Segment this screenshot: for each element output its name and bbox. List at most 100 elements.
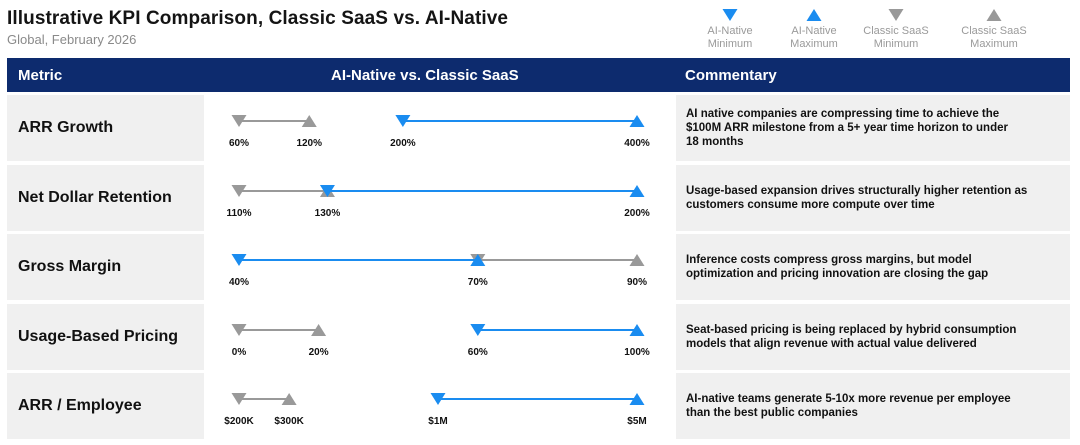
commentary-line: than the best public companies bbox=[686, 407, 858, 419]
classic-max-value-label: 90% bbox=[627, 277, 647, 288]
legend-label-line: Minimum bbox=[873, 38, 919, 50]
ai-min-value-label: $1M bbox=[428, 416, 447, 427]
row-range-chart: 60% 120% 200% 400% bbox=[205, 95, 672, 161]
classic-max-value-label: 120% bbox=[296, 138, 322, 149]
legend-item: Classic SaaS Maximum bbox=[949, 8, 1039, 51]
legend-item: AI-Native Minimum bbox=[685, 8, 775, 51]
legend-label-line: Classic SaaS bbox=[961, 25, 1027, 37]
classic-min-marker bbox=[231, 323, 247, 336]
classic-max-marker bbox=[629, 254, 645, 266]
row-metric-label: Net Dollar Retention bbox=[7, 164, 204, 231]
ai-max-value-label: 200% bbox=[624, 208, 650, 219]
legend-marker-icon bbox=[888, 9, 904, 21]
range-chart-svg: 0% 20% 60% 100% bbox=[231, 323, 650, 358]
down-triangle-icon bbox=[888, 9, 904, 21]
row-metric-label: ARR Growth bbox=[7, 95, 204, 161]
row-range-chart: 0% 20% 60% 100% bbox=[205, 304, 672, 370]
up-triangle-icon bbox=[986, 9, 1002, 21]
legend-label: Classic SaaS Maximum bbox=[949, 25, 1039, 51]
legend-marker-icon bbox=[986, 9, 1002, 21]
legend-label: AI-Native Maximum bbox=[769, 25, 859, 51]
ai-min-value-label: 130% bbox=[315, 208, 341, 219]
classic-min-marker bbox=[231, 393, 247, 405]
row-range-chart: 110% 130% 200% bbox=[205, 165, 672, 231]
commentary-line: optimization and pricing innovation are … bbox=[686, 268, 989, 280]
ai-max-marker bbox=[629, 184, 645, 197]
row-metric-label: ARR / Employee bbox=[7, 373, 204, 439]
kpi-row: Net Dollar Retention 110% 130% 200% Usage-ba… bbox=[7, 164, 1070, 231]
legend-label: Classic SaaS Minimum bbox=[851, 25, 941, 51]
classic-min-value-label: $200K bbox=[224, 416, 254, 427]
row-commentary: Seat-based pricing is being replaced by … bbox=[676, 303, 1070, 370]
legend-label-line: AI-Native bbox=[707, 25, 753, 37]
commentary-line: Seat-based pricing is being replaced by … bbox=[686, 323, 1017, 336]
commentary-line: 18 months bbox=[686, 136, 744, 148]
commentary-line: $100M ARR milestone from a 5+ year time … bbox=[686, 122, 1008, 134]
classic-min-marker bbox=[231, 184, 247, 197]
legend-label-line: AI-Native bbox=[791, 25, 837, 37]
classic-max-value-label: 20% bbox=[309, 347, 329, 358]
ai-min-marker bbox=[319, 184, 335, 197]
chart-subtitle: Global, February 2026 bbox=[7, 32, 137, 47]
range-chart-svg: 110% 130% 200% bbox=[226, 184, 650, 219]
legend-item: AI-Native Maximum bbox=[769, 8, 859, 51]
ai-max-marker bbox=[470, 254, 486, 266]
ai-min-marker bbox=[395, 115, 411, 127]
ai-max-value-label: 100% bbox=[624, 347, 650, 358]
kpi-row: ARR Growth 60% 120% 200% 400% AI native compa… bbox=[7, 95, 1070, 161]
row-commentary: AI-native teams generate 5-10x more reve… bbox=[676, 373, 1070, 439]
ai-min-marker bbox=[231, 254, 247, 266]
row-metric-label: Usage-Based Pricing bbox=[7, 303, 204, 370]
row-metric-label: Gross Margin bbox=[7, 234, 204, 300]
kpi-row: Gross Margin 70% 90% 40% Inference costs com… bbox=[7, 234, 1070, 300]
legend-label-line: Maximum bbox=[970, 38, 1018, 50]
row-commentary: AI native companies are compressing time… bbox=[676, 95, 1070, 161]
ai-min-marker bbox=[470, 323, 486, 336]
commentary-line: AI native companies are compressing time… bbox=[686, 108, 1000, 120]
commentary-line: AI-native teams generate 5-10x more reve… bbox=[686, 393, 1011, 405]
commentary-line: customers consume more compute over time bbox=[686, 198, 935, 211]
ai-max-value-label: 400% bbox=[624, 138, 650, 149]
classic-min-value-label: 70% bbox=[468, 277, 488, 288]
kpi-row: Usage-Based Pricing 0% 20% 60% 100% Seat-base… bbox=[7, 303, 1070, 370]
row-commentary: Inference costs compress gross margins, … bbox=[676, 234, 1070, 300]
down-triangle-icon bbox=[722, 9, 738, 21]
legend-label-line: Maximum bbox=[790, 38, 838, 50]
row-range-chart: $200K $300K $1M $5M bbox=[205, 373, 672, 439]
legend-label-line: Classic SaaS bbox=[863, 25, 929, 37]
classic-max-marker bbox=[301, 115, 317, 127]
ai-max-marker bbox=[629, 115, 645, 127]
header-commentary: Commentary bbox=[685, 67, 777, 84]
legend-marker-icon bbox=[722, 9, 738, 21]
classic-max-marker bbox=[311, 323, 327, 336]
range-chart-svg: 70% 90% 40% bbox=[229, 254, 647, 288]
kpi-row: ARR / Employee $200K $300K $1M $5M AI-native … bbox=[7, 373, 1070, 439]
ai-max-value-label: $5M bbox=[627, 416, 646, 427]
row-range-chart: 70% 90% 40% bbox=[205, 234, 672, 300]
ai-min-value-label: 40% bbox=[229, 277, 249, 288]
classic-max-value-label: $300K bbox=[274, 416, 304, 427]
classic-min-value-label: 0% bbox=[232, 347, 247, 358]
row-commentary: Usage-based expansion drives structurall… bbox=[676, 164, 1070, 231]
classic-min-value-label: 60% bbox=[229, 138, 249, 149]
table-header: Metric AI-Native vs. Classic SaaS Commen… bbox=[7, 58, 1070, 92]
up-triangle-icon bbox=[806, 9, 822, 21]
chart-title: Illustrative KPI Comparison, Classic Saa… bbox=[7, 8, 509, 29]
classic-min-marker bbox=[231, 115, 247, 127]
classic-min-value-label: 110% bbox=[226, 208, 251, 219]
ai-min-value-label: 60% bbox=[468, 347, 488, 358]
range-chart-svg: $200K $300K $1M $5M bbox=[224, 393, 647, 427]
ai-min-value-label: 200% bbox=[390, 138, 416, 149]
legend-item: Classic SaaS Minimum bbox=[851, 8, 941, 51]
legend-label: AI-Native Minimum bbox=[685, 25, 775, 51]
ai-min-marker bbox=[430, 393, 446, 405]
commentary-line: Inference costs compress gross margins, … bbox=[686, 254, 972, 266]
legend-marker-icon bbox=[806, 9, 822, 21]
range-chart-svg: 60% 120% 200% 400% bbox=[229, 115, 650, 149]
ai-max-marker bbox=[629, 323, 645, 336]
ai-max-marker bbox=[629, 393, 645, 405]
legend-label-line: Minimum bbox=[707, 38, 753, 50]
header-metric: Metric bbox=[18, 67, 63, 84]
commentary-line: models that align revenue with actual va… bbox=[686, 337, 977, 350]
header-comparison: AI-Native vs. Classic SaaS bbox=[331, 67, 519, 84]
